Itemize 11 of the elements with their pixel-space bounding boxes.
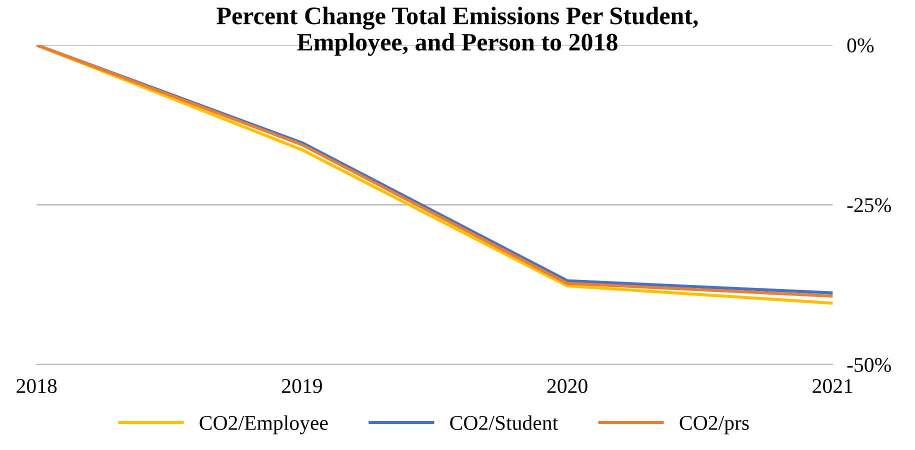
x-tick-label: 2020 (547, 378, 588, 394)
legend-label: CO2/Student (450, 415, 558, 430)
y-tick-label: 0% (847, 38, 874, 52)
chart-title: Percent Change Total Emissions Per Student, Employee, and Person to 2018 (216, 6, 698, 56)
legend-label: CO2/Employee (200, 415, 328, 434)
x-tick-label: 2018 (16, 378, 57, 394)
legend-label: CO2/prs (680, 416, 749, 434)
x-tick-label: 2021 (812, 378, 852, 394)
x-tick-label: 2019 (282, 378, 322, 394)
y-tick-label: -25% (847, 198, 891, 212)
y-tick-label: -50% (847, 358, 891, 372)
